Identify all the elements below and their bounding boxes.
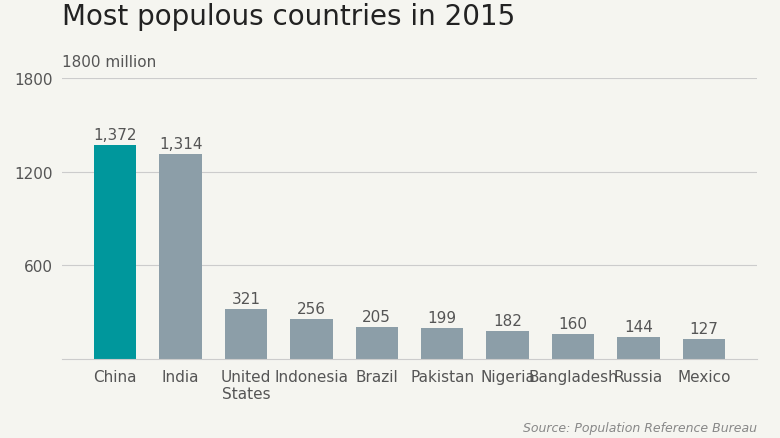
Bar xyxy=(617,337,660,359)
Text: 256: 256 xyxy=(297,301,326,317)
Text: 1,314: 1,314 xyxy=(159,137,202,152)
Bar xyxy=(682,339,725,359)
Text: 1,372: 1,372 xyxy=(94,128,137,143)
Text: Source: Population Reference Bureau: Source: Population Reference Bureau xyxy=(523,420,757,434)
Bar xyxy=(94,145,136,359)
Bar xyxy=(356,327,398,359)
Bar xyxy=(487,331,529,359)
Bar xyxy=(551,334,594,359)
Text: 205: 205 xyxy=(363,310,392,325)
Bar xyxy=(421,328,463,359)
Bar xyxy=(225,309,268,359)
Bar xyxy=(159,155,202,359)
Text: Most populous countries in 2015: Most populous countries in 2015 xyxy=(62,3,516,31)
Text: 144: 144 xyxy=(624,319,653,334)
Text: 182: 182 xyxy=(493,313,522,328)
Text: 1800 million: 1800 million xyxy=(62,55,157,70)
Text: 321: 321 xyxy=(232,291,261,306)
Text: 199: 199 xyxy=(427,311,457,325)
Text: 160: 160 xyxy=(558,317,587,332)
Bar xyxy=(290,319,332,359)
Text: 127: 127 xyxy=(690,321,718,336)
